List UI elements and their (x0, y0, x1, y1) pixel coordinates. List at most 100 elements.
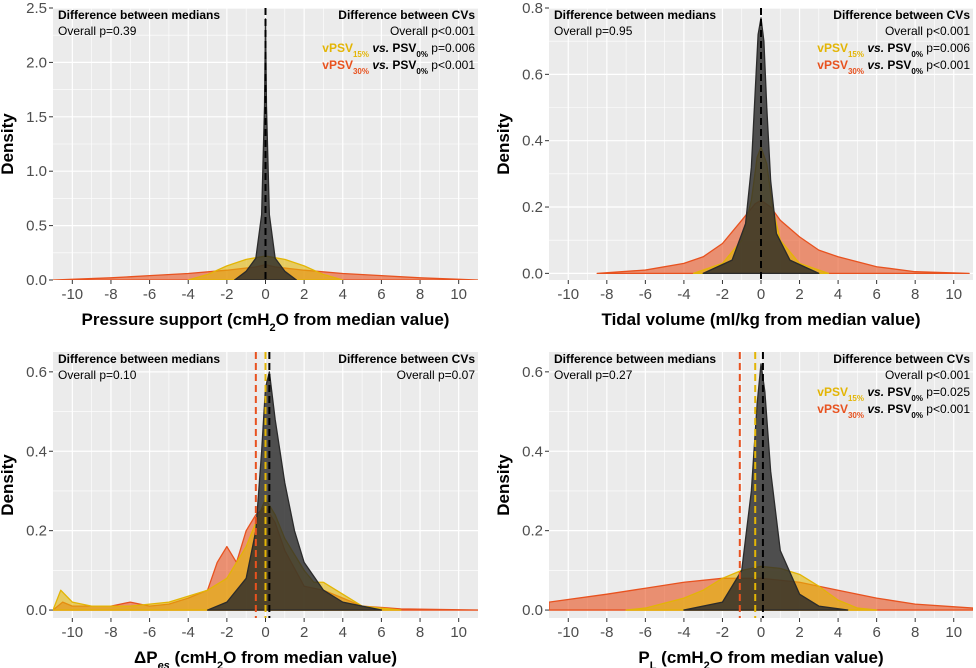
comparison-group: vPSV (817, 385, 848, 399)
y-tick-label: 1.5 (26, 109, 47, 126)
x-tick-label: 0 (261, 624, 269, 641)
y-tick-label: 0.6 (26, 364, 47, 381)
x-tick-label: -10 (557, 624, 579, 641)
cvs-comparison: vPSV15% vs. PSV0% p=0.025 (817, 385, 970, 403)
density-areas (53, 371, 478, 611)
x-axis-title: ΔPes (cmH2O from median value) (134, 648, 397, 668)
x-tick-label: -10 (557, 286, 579, 303)
comparison-vs: vs. (867, 402, 884, 416)
comparison-ref: PSV (887, 41, 911, 55)
x-tick-label: 2 (300, 624, 308, 641)
x-tick-label: 10 (945, 624, 962, 641)
y-axis-title: Density (494, 454, 513, 516)
comparison-ref: PSV (392, 41, 416, 55)
comparison-ref: PSV (887, 58, 911, 72)
comparison-group: vPSV (817, 58, 848, 72)
comparison-ref-sub: 0% (416, 67, 428, 76)
comparison-group-sub: 15% (848, 50, 864, 59)
y-tick-label: 0.2 (26, 523, 47, 540)
x-axis-title: PL (cmH2O from median value) (638, 648, 883, 668)
cvs-title: Difference between CVs (833, 8, 970, 22)
cvs-title: Difference between CVs (338, 352, 475, 366)
x-tick-label: -4 (182, 286, 195, 303)
y-tick-label: 0.4 (522, 443, 543, 460)
y-tick-label: 0.6 (522, 364, 543, 381)
comparison-ref-sub: 0% (416, 50, 428, 59)
x-tick-label: 4 (834, 286, 842, 303)
x-tick-label: -4 (677, 624, 690, 641)
medians-title: Difference between medians (58, 8, 220, 22)
y-tick-label: 0.6 (522, 66, 543, 83)
x-tick-label: -2 (220, 286, 233, 303)
x-tick-label: 0 (757, 624, 765, 641)
medians-p-value: Overall p=0.39 (58, 24, 137, 38)
x-tick-label: -10 (61, 286, 83, 303)
comparison-vs: vs. (867, 385, 884, 399)
comparison-group-sub: 30% (353, 67, 369, 76)
y-axis-title: Density (494, 113, 513, 175)
comparison-ref-sub: 0% (911, 67, 923, 76)
cvs-title: Difference between CVs (338, 8, 475, 22)
y-tick-label: 0.0 (26, 272, 47, 289)
comparison-group: vPSV (817, 402, 848, 416)
comparison-group: vPSV (322, 58, 353, 72)
y-tick-label: 0.0 (522, 265, 543, 282)
medians-title: Difference between medians (554, 352, 716, 366)
x-tick-label: -4 (677, 286, 690, 303)
y-tick-label: 0.0 (522, 602, 543, 619)
cvs-comparison: vPSV15% vs. PSV0% p=0.006 (322, 41, 475, 59)
x-tick-label: 4 (339, 624, 347, 641)
x-axis-title-part: O from median value) (276, 310, 450, 329)
x-tick-label: 8 (911, 624, 919, 641)
medians-p-value: Overall p=0.10 (58, 368, 137, 382)
comparison-p-value: p=0.025 (923, 385, 970, 399)
x-tick-label: -6 (639, 624, 652, 641)
x-tick-label: -6 (639, 286, 652, 303)
comparison-p-value: p=0.006 (923, 41, 970, 55)
x-tick-label: 6 (377, 624, 385, 641)
cvs-overall-p-value: Overall p<0.001 (885, 24, 970, 38)
density-areas (549, 363, 973, 611)
medians-title: Difference between medians (554, 8, 716, 22)
y-tick-label: 2.0 (26, 54, 47, 71)
y-axis-title: Density (0, 113, 17, 175)
x-tick-label: 2 (300, 286, 308, 303)
x-axis-title-part: 2 (217, 660, 223, 668)
comparison-p-value: p<0.001 (923, 58, 970, 72)
density-area-psv0 (206, 371, 383, 611)
x-axis-title: Pressure support (cmH2O from median valu… (82, 310, 450, 334)
x-tick-label: 4 (339, 286, 347, 303)
x-axis-title-part: 2 (704, 660, 710, 668)
x-tick-label: -2 (716, 624, 729, 641)
x-tick-label: -8 (600, 286, 613, 303)
comparison-group: vPSV (817, 41, 848, 55)
x-tick-label: -10 (61, 624, 83, 641)
x-tick-label: 6 (872, 624, 880, 641)
x-axis-title-part: (cmH (170, 648, 217, 667)
cvs-comparison: vPSV30% vs. PSV0% p<0.001 (817, 402, 970, 420)
x-axis-title-part: P (638, 648, 649, 667)
comparison-ref-sub: 0% (911, 394, 923, 403)
comparison-group-sub: 30% (848, 411, 864, 420)
x-axis-title-part: (cmH (656, 648, 703, 667)
x-tick-label: -2 (220, 624, 233, 641)
x-tick-label: -2 (716, 286, 729, 303)
comparison-ref: PSV (887, 402, 911, 416)
x-axis-title-part: O from median value) (710, 648, 884, 667)
cvs-comparison: vPSV30% vs. PSV0% p<0.001 (817, 58, 970, 76)
x-axis-title-part: Tidal volume (ml/kg from median value) (602, 310, 921, 329)
comparison-group-sub: 15% (848, 394, 864, 403)
x-axis-title-part: Pressure support (cmH (82, 310, 270, 329)
panel-top-left: 0.00.51.01.52.02.5-10 -8 -6 -4 -2 0 2 4 6 8 10Pres… (0, 0, 478, 334)
x-tick-label: 2 (795, 286, 803, 303)
x-axis-title-part: O from median value) (223, 648, 397, 667)
cvs-overall-p-value: Overall p=0.07 (397, 368, 476, 382)
y-tick-label: 0.4 (522, 133, 543, 150)
x-tick-label: 4 (834, 624, 842, 641)
x-tick-label: 6 (872, 286, 880, 303)
cvs-overall-p-value: Overall p<0.001 (390, 24, 475, 38)
x-tick-label: 10 (450, 286, 467, 303)
y-tick-label: 0.4 (26, 443, 47, 460)
y-tick-label: 0.8 (522, 0, 543, 17)
